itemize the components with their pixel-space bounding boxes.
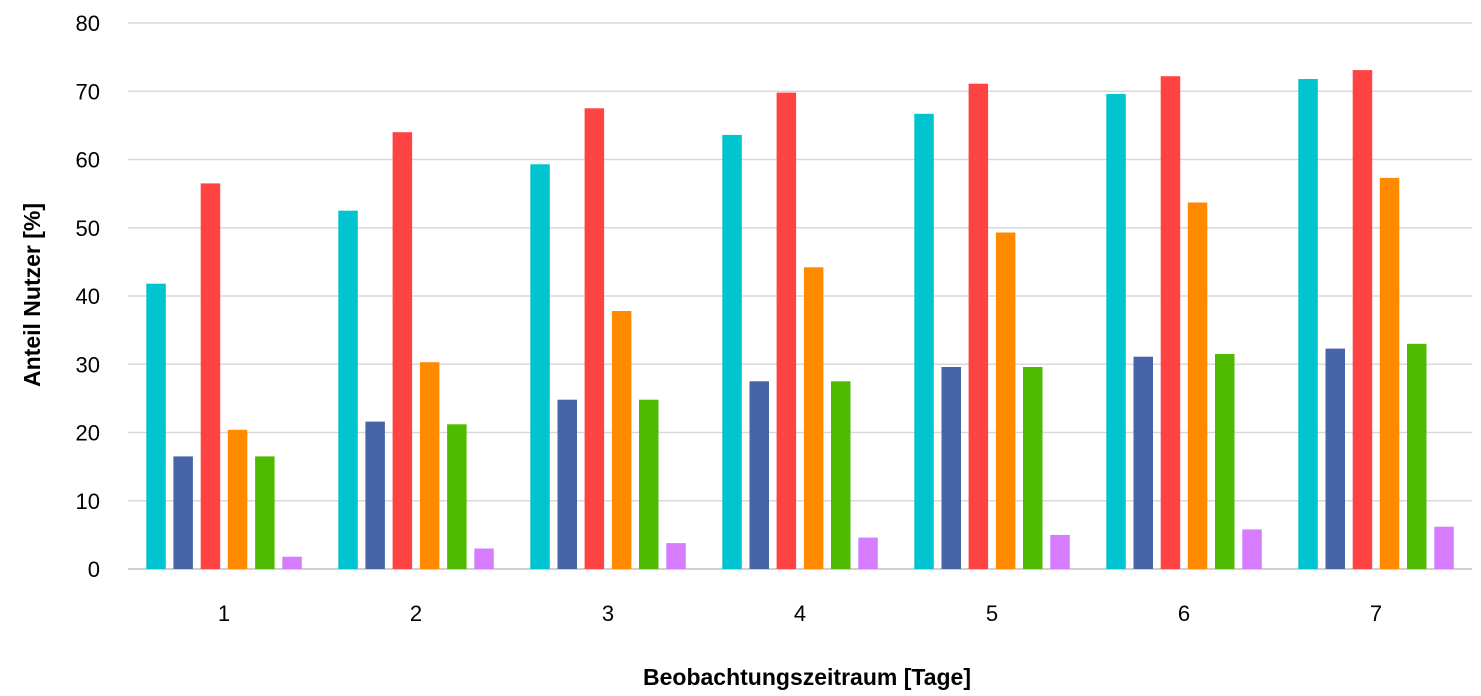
bar: [1407, 343, 1427, 569]
x-tick-label: 1: [218, 601, 230, 626]
x-tick-label: 2: [410, 601, 422, 626]
y-tick-label: 0: [88, 557, 100, 582]
y-tick-label: 80: [76, 11, 100, 36]
bar: [1187, 202, 1208, 569]
bar: [666, 543, 686, 569]
bar: [173, 456, 193, 569]
bar: [914, 113, 934, 570]
bar: [255, 456, 275, 569]
y-tick-label: 60: [76, 148, 100, 173]
bars: [146, 70, 1454, 570]
bar: [338, 210, 358, 569]
bar: [1325, 348, 1345, 569]
bar: [831, 381, 851, 569]
bar: [447, 424, 467, 569]
bar: [1379, 177, 1400, 569]
y-tick-label: 20: [76, 421, 100, 446]
bar: [1106, 94, 1126, 569]
bar: [1215, 354, 1235, 569]
bar: [611, 311, 632, 569]
x-tick-label: 5: [986, 601, 998, 626]
bar: [722, 134, 742, 569]
x-tick-label: 3: [602, 601, 614, 626]
x-axis-ticks: 1 2 3 4 5 6 7: [218, 601, 1382, 626]
y-tick-label: 30: [76, 352, 100, 377]
y-tick-label: 40: [76, 284, 100, 309]
bar: [474, 548, 494, 569]
bar: [639, 399, 659, 569]
y-axis-title: Anteil Nutzer [%]: [19, 203, 45, 387]
bar: [1352, 70, 1373, 569]
bar: [858, 537, 878, 569]
gridlines: [128, 22, 1472, 570]
bar: [365, 421, 385, 569]
y-axis-ticks: 0 10 20 30 40 50 60 70 80: [76, 11, 100, 582]
bar: [419, 362, 440, 569]
bar: [1242, 529, 1262, 569]
bar: [968, 83, 989, 569]
bar: [530, 164, 550, 570]
bar: [1050, 534, 1070, 569]
bar: [282, 556, 302, 569]
bar: [803, 267, 824, 569]
bar: [749, 381, 769, 569]
bar: [941, 367, 961, 569]
bar: [146, 283, 166, 569]
bar: [200, 183, 221, 569]
x-axis-title: Beobachtungszeitraum [Tage]: [643, 664, 971, 690]
bar: [1023, 367, 1043, 569]
bar: [995, 232, 1016, 569]
bar: [584, 108, 605, 570]
bar: [1133, 356, 1153, 569]
bar: [776, 92, 797, 569]
x-tick-label: 7: [1370, 601, 1382, 626]
y-tick-label: 10: [76, 489, 100, 514]
x-tick-label: 4: [794, 601, 806, 626]
bar: [1298, 79, 1318, 569]
y-tick-label: 50: [76, 216, 100, 241]
bar: [557, 399, 577, 569]
y-tick-label: 70: [76, 79, 100, 104]
bar: [1434, 526, 1454, 569]
bar: [392, 132, 413, 569]
bar: [1160, 76, 1181, 569]
bar: [227, 429, 248, 569]
x-tick-label: 6: [1178, 601, 1190, 626]
